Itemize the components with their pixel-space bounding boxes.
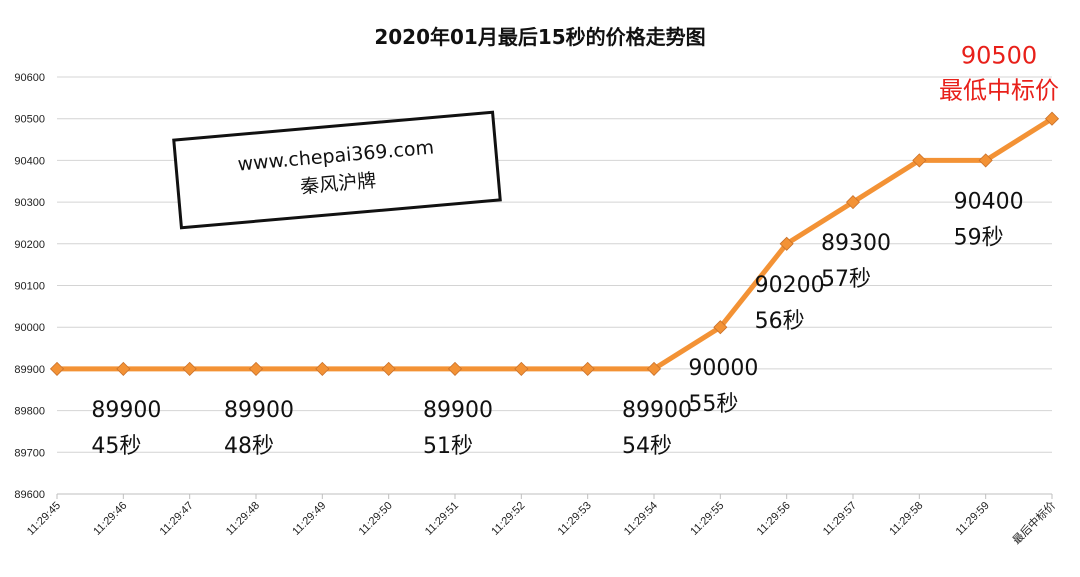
data-point-marker	[447, 361, 463, 376]
final-price-label: 最低中标价	[939, 77, 1059, 105]
chart-title: 2020年01月最后15秒的价格走势图	[374, 25, 705, 49]
annotation-value: 90000	[688, 356, 758, 381]
data-point-marker	[713, 320, 728, 335]
annotation-seconds: 48秒	[224, 434, 274, 459]
annotation-seconds: 45秒	[91, 434, 141, 459]
annotation-value: 89900	[622, 398, 692, 423]
annotation-value: 89900	[91, 398, 161, 423]
annotation-seconds: 51秒	[423, 434, 473, 459]
data-point-marker	[315, 361, 330, 376]
annotation-value: 89900	[423, 398, 493, 423]
y-tick-label: 90400	[14, 155, 45, 167]
y-tick-label: 90500	[14, 114, 45, 126]
annotation-seconds: 56秒	[755, 309, 805, 334]
data-point-marker	[912, 153, 927, 168]
y-tick-label: 89800	[14, 406, 45, 418]
y-tick-label: 89900	[14, 364, 45, 376]
y-tick-label: 90000	[14, 322, 45, 334]
annotation-value: 89300	[821, 231, 891, 256]
y-tick-label: 89700	[14, 447, 45, 459]
annotation-seconds: 55秒	[688, 392, 738, 417]
annotation-seconds: 59秒	[954, 225, 1004, 250]
data-point-marker	[978, 153, 993, 168]
annotation-seconds: 57秒	[821, 267, 871, 292]
annotation-value: 89900	[224, 398, 294, 423]
watermark-box: www.chepai369.com 秦风沪牌	[172, 110, 502, 230]
y-tick-label: 89600	[14, 489, 45, 501]
annotations: 89900 45秒 89900 48秒 89900 51秒 89900 54秒 90000 55秒…	[91, 42, 1059, 459]
annotation-value: 90200	[755, 273, 825, 298]
y-tick-label: 90100	[14, 281, 45, 293]
data-point-marker	[580, 361, 595, 376]
y-axis-ticks: 89600 89700 89800 89900 90000 90100 90200 90300…	[14, 72, 45, 501]
price-line	[57, 116, 1054, 372]
annotation-seconds: 54秒	[622, 434, 672, 459]
data-point-marker	[49, 361, 65, 376]
data-point-marker	[248, 361, 264, 376]
grid-lines	[57, 76, 1052, 495]
data-markers	[49, 111, 1060, 376]
final-price-value: 90500	[961, 42, 1037, 70]
y-tick-label: 90600	[14, 72, 45, 84]
data-point-marker	[1044, 111, 1060, 126]
data-point-marker	[381, 361, 396, 376]
y-tick-label: 90300	[14, 197, 45, 209]
annotation-value: 90400	[954, 189, 1024, 214]
y-tick-label: 90200	[14, 239, 45, 251]
data-point-marker	[845, 195, 861, 210]
data-point-marker	[646, 361, 662, 376]
data-point-marker	[116, 361, 131, 376]
watermark-border	[172, 110, 502, 230]
data-point-marker	[514, 361, 529, 376]
data-point-marker	[182, 361, 197, 376]
data-point-marker	[779, 236, 794, 251]
